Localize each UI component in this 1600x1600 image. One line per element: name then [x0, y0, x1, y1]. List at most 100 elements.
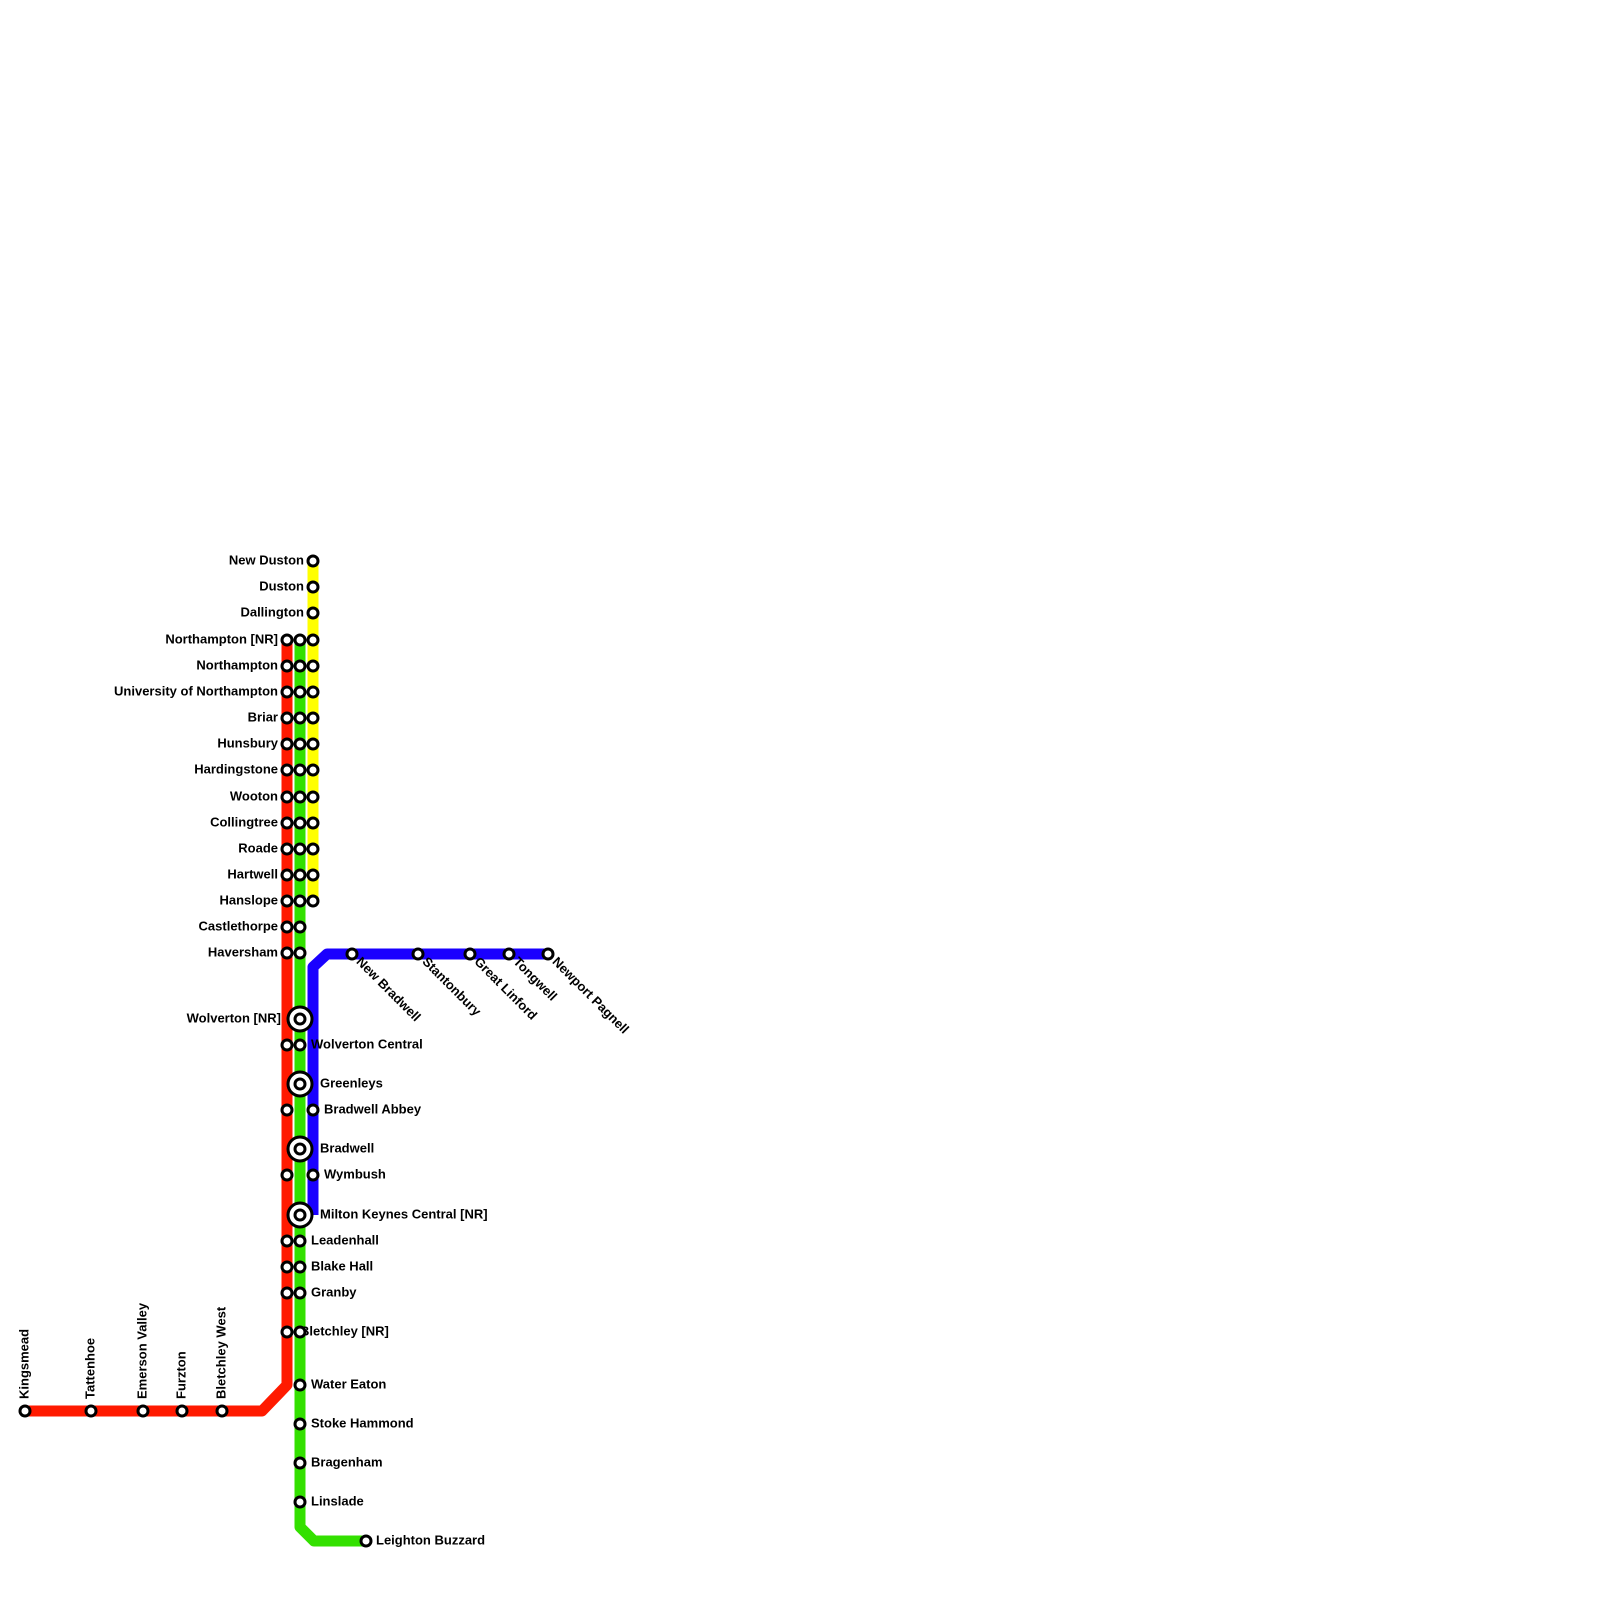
station-label: Kingsmead — [16, 1329, 31, 1399]
station-marker — [306, 816, 320, 830]
station-label: Furzton — [173, 1351, 188, 1399]
station-marker — [411, 947, 425, 961]
station-marker — [306, 894, 320, 908]
station-marker — [463, 947, 477, 961]
station-marker — [84, 1404, 98, 1418]
station-label: Hardingstone — [194, 761, 278, 776]
station-marker — [136, 1404, 150, 1418]
station-label: Greenleys — [320, 1075, 383, 1090]
station-label: New Duston — [229, 552, 304, 567]
station-label: Water Eaton — [311, 1376, 386, 1391]
station-marker — [306, 711, 320, 725]
interchange-marker-inner — [293, 1208, 307, 1222]
station-marker — [293, 737, 307, 751]
station-marker — [280, 659, 294, 673]
station-marker — [306, 868, 320, 882]
station-marker — [293, 790, 307, 804]
station-marker — [306, 685, 320, 699]
station-label: Wymbush — [324, 1166, 386, 1181]
markers — [18, 554, 555, 1548]
station-marker — [359, 1534, 373, 1548]
station-label: Milton Keynes Central [NR] — [320, 1206, 488, 1221]
station-label: Wooton — [230, 788, 278, 803]
station-marker — [306, 554, 320, 568]
station-label: Hunsbury — [217, 735, 278, 750]
station-marker — [280, 1286, 294, 1300]
station-label: Tattenhoe — [82, 1338, 97, 1399]
station-label: Stoke Hammond — [311, 1415, 414, 1430]
station-marker — [306, 790, 320, 804]
station-label: Hartwell — [227, 866, 278, 881]
station-label: Newport Pagnell — [549, 954, 632, 1037]
station-label: Northampton — [196, 657, 278, 672]
station-marker — [280, 633, 294, 647]
station-label: Bletchley West — [213, 1306, 228, 1399]
station-marker — [280, 1103, 294, 1117]
station-marker — [280, 1168, 294, 1182]
station-marker — [293, 894, 307, 908]
station-label: New Bradwell — [353, 954, 423, 1024]
station-label: Briar — [248, 709, 278, 724]
station-marker — [280, 1234, 294, 1248]
station-marker — [293, 1286, 307, 1300]
station-label: Hanslope — [219, 892, 278, 907]
station-marker — [293, 920, 307, 934]
station-marker — [293, 711, 307, 725]
interchange-marker-inner — [293, 1012, 307, 1026]
station-marker — [280, 1325, 294, 1339]
station-marker — [541, 947, 555, 961]
station-marker — [293, 1325, 307, 1339]
station-marker — [215, 1404, 229, 1418]
station-label: Emerson Valley — [134, 1302, 149, 1399]
blue-line — [307, 948, 548, 1215]
station-marker — [293, 868, 307, 882]
interchange-marker-inner — [293, 1142, 307, 1156]
station-marker — [175, 1404, 189, 1418]
station-label: Haversham — [208, 944, 278, 959]
station-label: Duston — [259, 578, 304, 593]
station-marker — [345, 947, 359, 961]
station-label: Bletchley [NR] — [300, 1323, 389, 1338]
station-marker — [306, 1168, 320, 1182]
station-marker — [502, 947, 516, 961]
station-marker — [293, 659, 307, 673]
station-label: Leighton Buzzard — [376, 1532, 485, 1547]
station-marker — [293, 946, 307, 960]
station-label: Bragenham — [311, 1454, 383, 1469]
station-marker — [293, 1234, 307, 1248]
station-label: Dallington — [240, 604, 304, 619]
interchange-marker-inner — [293, 1077, 307, 1091]
station-marker — [293, 1456, 307, 1470]
station-marker — [280, 711, 294, 725]
station-label: Granby — [311, 1284, 357, 1299]
station-marker — [293, 842, 307, 856]
station-marker — [280, 685, 294, 699]
station-label: Castlethorpe — [199, 918, 278, 933]
station-label: University of Northampton — [114, 683, 278, 698]
station-marker — [280, 790, 294, 804]
station-label: Bradwell — [320, 1140, 374, 1155]
station-marker — [306, 580, 320, 594]
station-marker — [280, 946, 294, 960]
station-marker — [280, 737, 294, 751]
station-marker — [18, 1404, 32, 1418]
labels: New Duston Duston Dallington Northampton [N… — [16, 552, 632, 1547]
station-marker — [306, 633, 320, 647]
station-marker — [293, 816, 307, 830]
station-marker — [293, 763, 307, 777]
station-label: Leadenhall — [311, 1232, 379, 1247]
station-marker — [306, 842, 320, 856]
station-label: Linslade — [311, 1493, 364, 1508]
station-label: Northampton [NR] — [165, 631, 278, 646]
red-line — [25, 640, 293, 1417]
station-marker — [280, 894, 294, 908]
station-label: Bradwell Abbey — [324, 1101, 422, 1116]
station-marker — [280, 763, 294, 777]
station-marker — [293, 685, 307, 699]
station-label: Wolverton [NR] — [187, 1010, 281, 1025]
station-marker — [306, 763, 320, 777]
station-marker — [306, 1103, 320, 1117]
station-marker — [306, 659, 320, 673]
station-marker — [280, 1038, 294, 1052]
